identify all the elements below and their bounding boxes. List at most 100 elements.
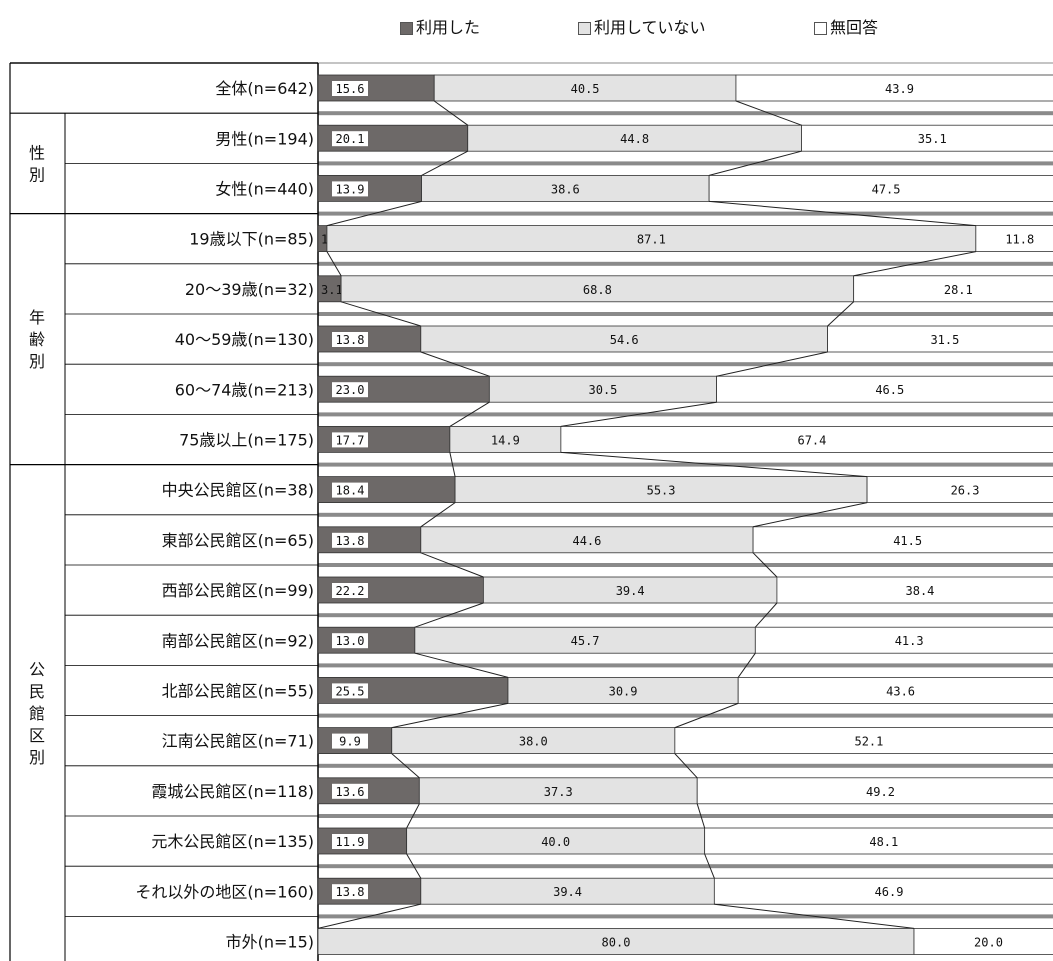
segment-not-used bbox=[326, 225, 977, 253]
label-not-used: 30.5 bbox=[589, 383, 618, 397]
row-separator bbox=[318, 362, 1053, 367]
segment-not-used bbox=[507, 677, 739, 704]
label-background bbox=[332, 532, 368, 548]
segment-not-used bbox=[433, 74, 737, 102]
legend-swatch-no-answer bbox=[814, 22, 827, 35]
category-label: 75歳以上(n=175) bbox=[179, 431, 314, 450]
category-label: 中央公民館区(n=38) bbox=[162, 481, 314, 500]
segment-no-answer bbox=[827, 325, 1053, 353]
legend-swatch-used bbox=[400, 22, 413, 35]
row-separator bbox=[318, 261, 1053, 266]
label-not-used: 68.8 bbox=[583, 283, 612, 297]
label-not-used: 44.8 bbox=[620, 132, 649, 146]
label-used: 13.8 bbox=[336, 885, 365, 899]
label-background bbox=[332, 834, 368, 849]
segment-no-answer bbox=[913, 928, 1053, 955]
label-no-answer: 41.3 bbox=[895, 634, 924, 648]
connector-line bbox=[714, 903, 915, 929]
segment-no-answer bbox=[737, 677, 1053, 704]
category-label: 江南公民館区(n=71) bbox=[162, 732, 314, 751]
segment-not-used bbox=[420, 526, 754, 554]
label-not-used: 80.0 bbox=[602, 935, 631, 949]
connector-line bbox=[420, 351, 490, 377]
category-label: 19歳以下(n=85) bbox=[189, 230, 314, 249]
category-label: 東部公民館区(n=65) bbox=[162, 531, 314, 550]
connector-line bbox=[754, 602, 778, 628]
label-not-used: 40.5 bbox=[571, 82, 600, 96]
connector-line bbox=[449, 452, 456, 477]
label-no-answer: 43.6 bbox=[886, 684, 915, 698]
segment-no-answer bbox=[708, 174, 1053, 202]
category-label: それ以外の地区(n=160) bbox=[135, 882, 314, 901]
connector-line bbox=[827, 301, 854, 327]
connector-line bbox=[326, 200, 422, 227]
group-label-char: 性 bbox=[29, 143, 45, 162]
segment-not-used bbox=[418, 777, 698, 805]
segment-not-used bbox=[414, 626, 756, 654]
label-used: 25.5 bbox=[336, 684, 365, 698]
label-no-answer: 38.4 bbox=[906, 584, 935, 598]
row-separator bbox=[318, 462, 1053, 467]
label-no-answer: 43.9 bbox=[885, 82, 914, 96]
segment-no-answer bbox=[713, 877, 1053, 905]
label-no-answer: 26.3 bbox=[951, 484, 980, 498]
label-not-used: 55.3 bbox=[647, 484, 676, 498]
group-label-char: 館 bbox=[29, 704, 45, 723]
label-not-used: 14.9 bbox=[491, 433, 520, 447]
segment-not-used bbox=[454, 476, 868, 504]
segment-not-used bbox=[421, 174, 710, 202]
label-used: 18.4 bbox=[336, 484, 365, 498]
legend-item-not-used: 利用していない bbox=[578, 14, 706, 38]
category-label: 元木公民館区(n=135) bbox=[151, 832, 314, 851]
connector-line bbox=[326, 251, 342, 277]
connector-line bbox=[674, 753, 698, 779]
connector-line bbox=[853, 251, 976, 277]
legend: 利用した 利用していない 無回答 bbox=[0, 14, 1053, 40]
label-no-answer: 46.9 bbox=[875, 885, 904, 899]
connector-line bbox=[340, 301, 421, 327]
label-background bbox=[332, 783, 368, 799]
label-background bbox=[332, 633, 368, 649]
row-separator bbox=[318, 211, 1053, 216]
row-separator bbox=[318, 914, 1053, 919]
label-not-used: 38.0 bbox=[519, 735, 548, 749]
connector-line bbox=[420, 502, 456, 528]
group-label-char: 別 bbox=[29, 352, 45, 371]
label-used: 9.9 bbox=[339, 735, 361, 749]
segment-no-answer bbox=[853, 275, 1053, 303]
label-not-used: 38.6 bbox=[551, 182, 580, 196]
label-background bbox=[332, 382, 368, 398]
connector-line bbox=[735, 100, 802, 126]
segment-no-answer bbox=[776, 576, 1053, 604]
segment-not-used bbox=[420, 325, 828, 353]
label-no-answer: 31.5 bbox=[930, 333, 959, 347]
category-label: 男性(n=194) bbox=[215, 129, 314, 148]
label-background bbox=[332, 583, 368, 598]
label-no-answer: 48.1 bbox=[869, 835, 898, 849]
label-not-used: 30.9 bbox=[609, 684, 638, 698]
legend-label-no-answer: 無回答 bbox=[830, 18, 879, 37]
legend-label-used: 利用した bbox=[416, 18, 481, 37]
connector-line bbox=[414, 602, 484, 628]
label-not-used: 39.4 bbox=[616, 584, 645, 598]
label-no-answer: 47.5 bbox=[872, 182, 901, 196]
segment-no-answer bbox=[560, 425, 1053, 453]
label-used: 13.6 bbox=[336, 785, 365, 799]
label-background bbox=[332, 884, 368, 900]
connector-line bbox=[420, 552, 484, 578]
category-label: 女性(n=440) bbox=[215, 180, 314, 199]
legend-item-used: 利用した bbox=[400, 14, 480, 38]
connector-line bbox=[752, 502, 868, 528]
label-not-used: 54.6 bbox=[610, 333, 639, 347]
category-label: 20～39歳(n=32) bbox=[185, 280, 314, 299]
row-separator bbox=[318, 663, 1053, 668]
label-no-answer: 35.1 bbox=[918, 132, 947, 146]
legend-label-not-used: 利用していない bbox=[594, 18, 706, 37]
segment-not-used bbox=[317, 928, 915, 955]
row-separator bbox=[318, 412, 1053, 417]
label-used: 3.1 bbox=[321, 283, 343, 297]
connector-line bbox=[391, 702, 509, 729]
label-no-answer: 49.2 bbox=[866, 785, 895, 799]
connector-line bbox=[406, 803, 420, 829]
label-background bbox=[332, 131, 368, 147]
